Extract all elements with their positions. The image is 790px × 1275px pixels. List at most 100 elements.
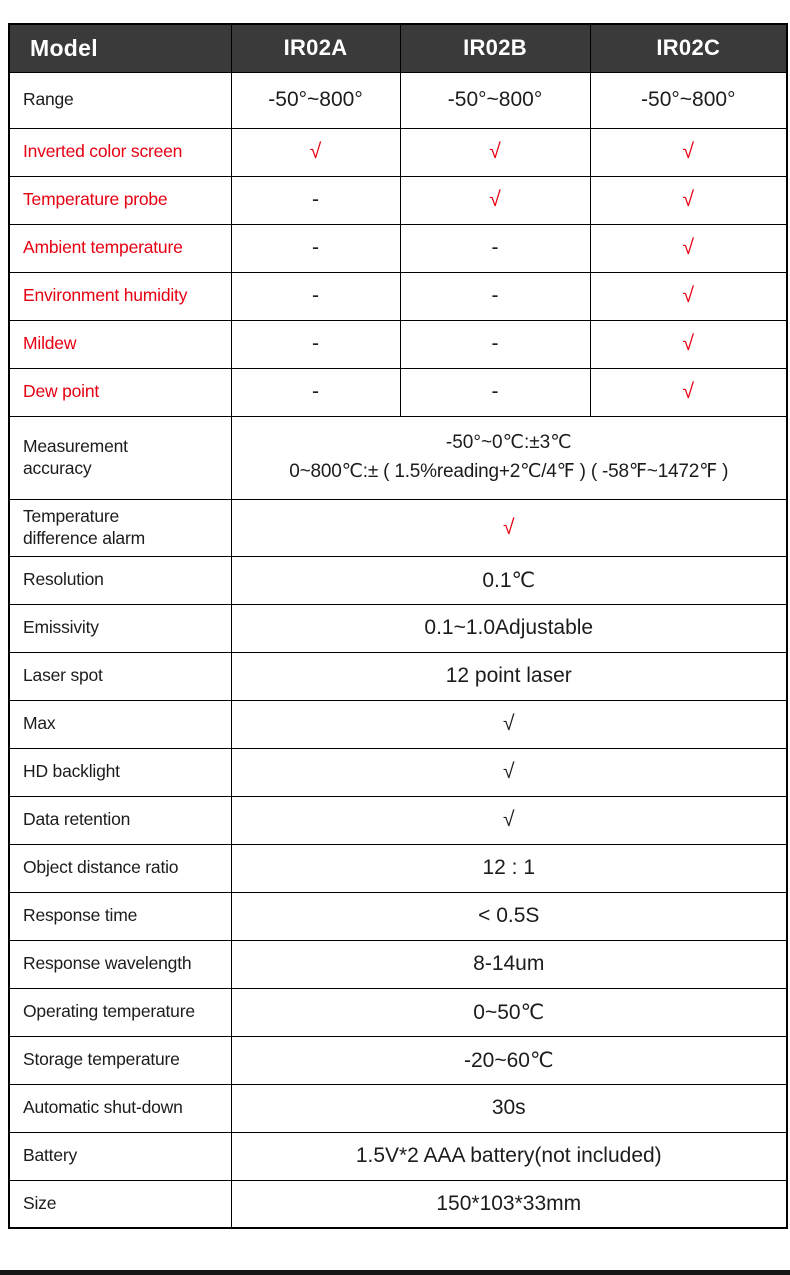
row-mildew: Mildew - - √ [8, 319, 788, 369]
row-label: Resolution [8, 555, 232, 605]
cell-value: - [230, 319, 401, 369]
row-max: Max √ [8, 699, 788, 749]
row-size: Size 150*103*33mm [8, 1179, 788, 1229]
row-storage-temperature: Storage temperature -20~60℃ [8, 1035, 788, 1085]
check-mark: √ [489, 188, 501, 211]
row-label: Storage temperature [8, 1035, 232, 1085]
cell-value: - [399, 223, 591, 273]
row-label: Environment humidity [8, 271, 232, 321]
bottom-divider-bar [0, 1270, 790, 1275]
row-label: Emissivity [8, 603, 232, 653]
row-label: Dew point [8, 367, 232, 417]
cell-value: 0~50℃ [230, 987, 788, 1037]
row-label: Laser spot [8, 651, 232, 701]
dash-mark: - [491, 332, 499, 355]
cell-value: 8-14um [230, 939, 788, 989]
row-label: Battery [8, 1131, 232, 1181]
dash-mark: - [491, 284, 499, 307]
check-mark: √ [682, 188, 695, 211]
row-label: Operating temperature [8, 987, 232, 1037]
cell-value: -50°~800° [589, 71, 788, 129]
check-mark: √ [502, 515, 515, 539]
row-emissivity: Emissivity 0.1~1.0Adjustable [8, 603, 788, 653]
check-mark: √ [682, 140, 695, 163]
row-measurement-accuracy: Measurement accuracy -50°~0℃:±3℃ 0~800℃:… [8, 415, 788, 500]
cell-value: √ [230, 127, 401, 177]
dash-mark: - [312, 188, 319, 211]
cell-value: -20~60℃ [230, 1035, 788, 1085]
check-mark: √ [489, 140, 501, 163]
dash-mark: - [312, 332, 319, 355]
row-hd-backlight: HD backlight √ [8, 747, 788, 797]
row-label: Size [8, 1179, 232, 1229]
column-header-model: Model [8, 23, 232, 73]
cell-value: - [230, 223, 401, 273]
dash-mark: - [312, 236, 319, 259]
row-label: Response wavelength [8, 939, 232, 989]
cell-value: < 0.5S [230, 891, 788, 941]
row-automatic-shutdown: Automatic shut-down 30s [8, 1083, 788, 1133]
row-data-retention: Data retention √ [8, 795, 788, 845]
row-label: Temperature probe [8, 175, 232, 225]
cell-value: - [230, 271, 401, 321]
spec-table: Model IR02A IR02B IR02C Range -50°~800° … [8, 23, 788, 1229]
row-battery: Battery 1.5V*2 AAA battery(not included) [8, 1131, 788, 1181]
cell-value: 12 point laser [230, 651, 788, 701]
row-label: Range [8, 71, 232, 129]
row-laser-spot: Laser spot 12 point laser [8, 651, 788, 701]
cell-value: √ [589, 127, 788, 177]
check-mark: √ [682, 236, 695, 259]
row-label: Inverted color screen [8, 127, 232, 177]
check-mark: √ [502, 760, 515, 783]
cell-value: 150*103*33mm [230, 1179, 788, 1229]
cell-value: 12 : 1 [230, 843, 788, 893]
dash-mark: - [491, 236, 499, 259]
check-mark: √ [682, 332, 695, 355]
cell-value: √ [589, 319, 788, 369]
cell-value: - [399, 319, 591, 369]
row-label: Mildew [8, 319, 232, 369]
row-label: Temperature difference alarm [8, 498, 232, 557]
cell-value: -50°~800° [230, 71, 401, 129]
row-operating-temperature: Operating temperature 0~50℃ [8, 987, 788, 1037]
cell-value: √ [399, 127, 591, 177]
cell-value: - [399, 271, 591, 321]
cell-value: - [230, 367, 401, 417]
row-temperature-difference-alarm: Temperature difference alarm √ [8, 498, 788, 557]
row-label: Object distance ratio [8, 843, 232, 893]
cell-value: √ [230, 498, 788, 557]
cell-value: 0.1~1.0Adjustable [230, 603, 788, 653]
cell-value: - [230, 175, 401, 225]
row-label: Response time [8, 891, 232, 941]
accuracy-line-2: 0~800℃:± ( 1.5%reading+2℃/4℉ ) ( -58℉~14… [289, 460, 729, 482]
row-response-time: Response time < 0.5S [8, 891, 788, 941]
cell-value: -50°~800° [399, 71, 591, 129]
dash-mark: - [491, 380, 499, 403]
column-header-ir02c: IR02C [589, 23, 788, 73]
cell-value: √ [230, 795, 788, 845]
dash-mark: - [312, 284, 319, 307]
row-label: HD backlight [8, 747, 232, 797]
column-header-ir02a: IR02A [230, 23, 401, 73]
row-inverted-color-screen: Inverted color screen √ √ √ [8, 127, 788, 177]
cell-value: 1.5V*2 AAA battery(not included) [230, 1131, 788, 1181]
cell-value: 30s [230, 1083, 788, 1133]
row-range: Range -50°~800° -50°~800° -50°~800° [8, 71, 788, 129]
row-label: Automatic shut-down [8, 1083, 232, 1133]
cell-value: √ [589, 367, 788, 417]
row-label: Data retention [8, 795, 232, 845]
row-resolution: Resolution 0.1℃ [8, 555, 788, 605]
cell-value: √ [589, 223, 788, 273]
accuracy-line-1: -50°~0℃:±3℃ [445, 432, 572, 453]
row-temperature-probe: Temperature probe - √ √ [8, 175, 788, 225]
row-dew-point: Dew point - - √ [8, 367, 788, 417]
row-label: Measurement accuracy [8, 415, 232, 500]
row-response-wavelength: Response wavelength 8-14um [8, 939, 788, 989]
row-environment-humidity: Environment humidity - - √ [8, 271, 788, 321]
cell-value: √ [230, 699, 788, 749]
column-header-ir02b: IR02B [399, 23, 591, 73]
check-mark: √ [682, 380, 695, 403]
dash-mark: - [312, 380, 319, 403]
check-mark: √ [502, 808, 515, 831]
cell-value: -50°~0℃:±3℃ 0~800℃:± ( 1.5%reading+2℃/4℉… [230, 415, 788, 500]
